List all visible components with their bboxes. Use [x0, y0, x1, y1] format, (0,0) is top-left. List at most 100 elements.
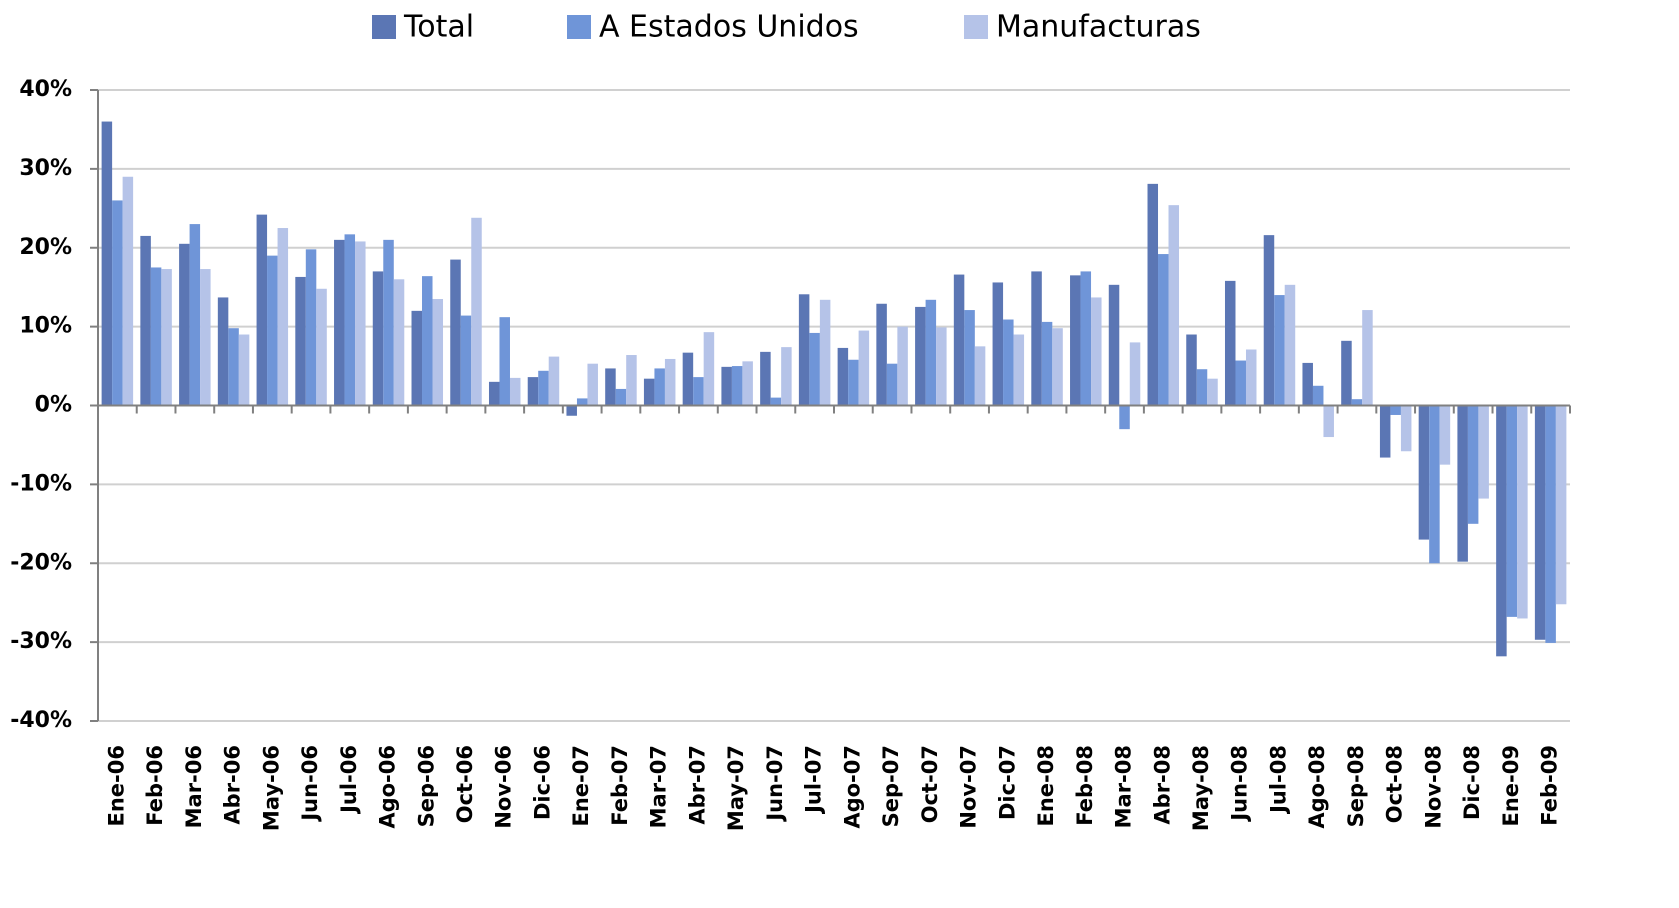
bar — [277, 228, 289, 406]
bar — [238, 334, 250, 406]
bar — [538, 370, 549, 406]
bar — [411, 310, 423, 406]
bar — [936, 327, 947, 406]
bar — [150, 267, 162, 406]
bar — [1506, 405, 1518, 617]
bar — [499, 317, 510, 406]
bar — [1302, 362, 1313, 406]
x-tick-label: Feb-07 — [608, 745, 632, 826]
x-tick-label: Jun-06 — [298, 745, 322, 823]
bar — [1534, 405, 1546, 640]
bar — [643, 378, 655, 406]
x-tick-label: Jul-08 — [1266, 745, 1290, 815]
bar — [837, 347, 849, 406]
x-tick-label: Feb-08 — [1073, 745, 1097, 826]
bar — [1400, 405, 1412, 452]
bar — [615, 388, 627, 406]
bar — [422, 276, 433, 406]
x-tick-label: Jun-08 — [1228, 745, 1252, 823]
bar — [355, 241, 366, 406]
bar — [964, 310, 975, 406]
x-tick-label: Oct-08 — [1383, 745, 1407, 823]
bar — [566, 405, 577, 416]
bar — [1362, 310, 1373, 406]
y-tick-label: -30% — [10, 629, 72, 654]
bar — [876, 303, 887, 406]
x-tick-label: Dic-07 — [995, 745, 1019, 820]
bar — [334, 239, 345, 406]
bar — [1080, 271, 1092, 406]
bar — [1091, 297, 1102, 406]
bar — [112, 200, 123, 406]
x-tick-label: Ago-07 — [840, 745, 864, 829]
legend-label: A Estados Unidos — [599, 10, 859, 45]
bar — [548, 356, 560, 406]
legend-label: Manufacturas — [996, 10, 1201, 45]
bar — [1108, 284, 1120, 406]
bar — [1119, 405, 1130, 430]
bar — [897, 326, 908, 406]
bar — [770, 397, 782, 406]
bar — [721, 366, 732, 406]
bar — [1263, 235, 1275, 406]
bar — [228, 328, 239, 406]
x-tick-label: May-06 — [259, 745, 283, 831]
bar — [256, 214, 268, 406]
bar — [1439, 405, 1451, 465]
bar — [295, 276, 306, 406]
bar — [1390, 405, 1401, 415]
y-tick-label: 30% — [19, 156, 72, 181]
bar — [992, 282, 1004, 406]
bar — [372, 271, 384, 406]
bar — [179, 243, 190, 406]
bar — [1196, 369, 1208, 406]
bar — [693, 377, 704, 406]
bar — [1312, 385, 1324, 406]
bar — [1003, 319, 1014, 406]
bar — [344, 234, 356, 406]
x-tick-label: Feb-06 — [143, 745, 167, 826]
bar — [527, 377, 539, 406]
x-tick-label: Sep-08 — [1344, 745, 1368, 827]
x-tick-label: Jul-07 — [802, 745, 826, 815]
bar — [161, 269, 172, 406]
bar — [1555, 405, 1567, 605]
bar — [1284, 284, 1296, 406]
bar — [1517, 405, 1528, 619]
bar — [450, 259, 461, 406]
x-tick-label: Oct-07 — [918, 745, 942, 823]
bar — [664, 358, 676, 406]
bar — [848, 359, 859, 406]
x-tick-label: Ene-07 — [569, 745, 593, 826]
bar — [1545, 405, 1556, 643]
bar — [140, 235, 151, 406]
bar — [1129, 342, 1141, 406]
bar — [1158, 254, 1169, 406]
bar — [1478, 405, 1489, 499]
x-tick-label: Sep-07 — [879, 745, 903, 827]
bar — [587, 363, 598, 406]
x-tick-label: May-08 — [1189, 745, 1213, 831]
x-tick-label: Ene-09 — [1499, 745, 1523, 826]
bar — [432, 299, 444, 406]
bar — [1013, 334, 1025, 406]
bar — [1207, 378, 1218, 406]
x-tick-label: Mar-08 — [1112, 745, 1136, 828]
bar — [1070, 275, 1081, 406]
bar — [605, 368, 616, 406]
bar — [217, 297, 229, 406]
y-tick-label: 20% — [19, 235, 72, 260]
bar — [1341, 340, 1352, 406]
x-tick-label: Oct-06 — [453, 745, 477, 823]
bar — [819, 299, 831, 406]
x-tick-label: Feb-09 — [1538, 745, 1562, 826]
bar — [626, 355, 637, 406]
legend-swatch — [567, 15, 591, 39]
x-tick-label: Dic-06 — [530, 745, 554, 820]
bar — [101, 121, 113, 406]
bar — [383, 239, 394, 406]
bar — [682, 352, 694, 406]
bar — [1379, 405, 1391, 458]
bar — [654, 368, 665, 406]
